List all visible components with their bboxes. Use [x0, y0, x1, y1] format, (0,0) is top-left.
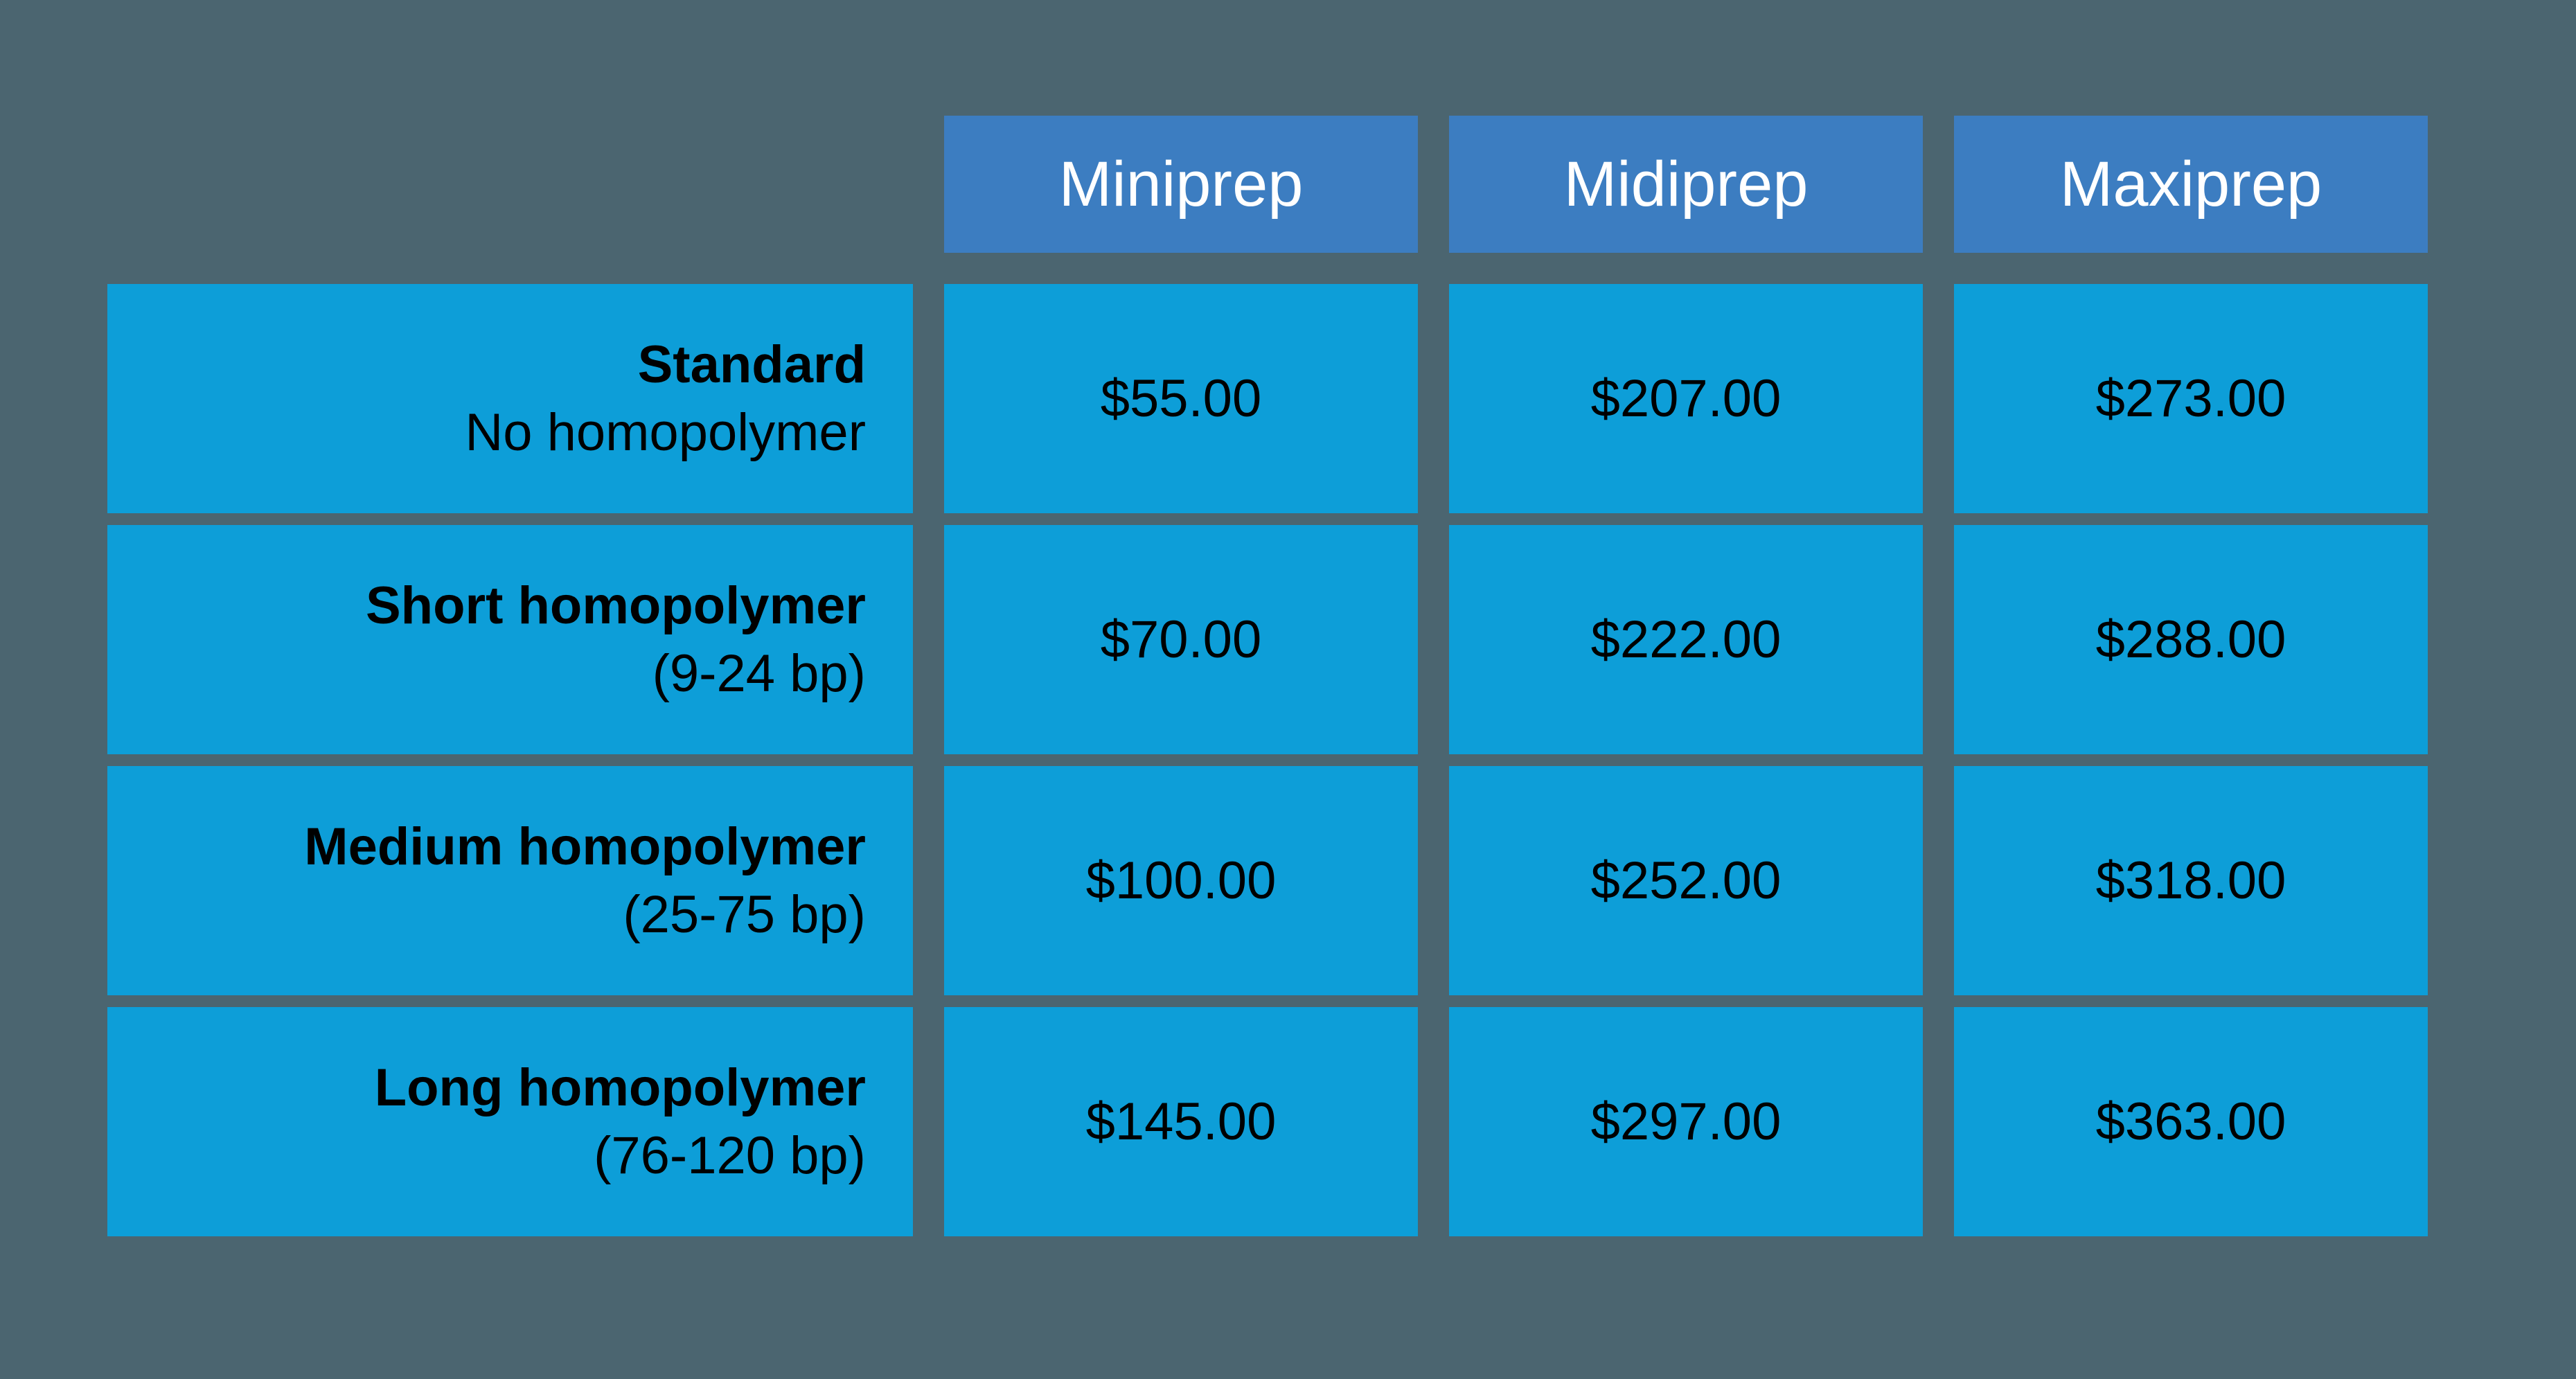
row-title: Medium homopolymer [304, 817, 866, 877]
pricing-table: Miniprep Midiprep Maxiprep Standard No h… [107, 116, 2428, 1248]
row-subtitle: No homopolymer [465, 402, 866, 462]
column-header-label: Midiprep [1563, 148, 1809, 220]
price-cell-medium-miniprep: $100.00 [944, 766, 1418, 995]
price-value: $318.00 [2095, 851, 2286, 910]
table-row-long-homopolymer: Long homopolymer (76-120 bp) $145.00 $29… [107, 1007, 2428, 1236]
table-row-short-homopolymer: Short homopolymer (9-24 bp) $70.00 $222.… [107, 525, 2428, 754]
price-value: $70.00 [1100, 610, 1262, 669]
price-cell-long-miniprep: $145.00 [944, 1007, 1418, 1236]
column-header-label: Maxiprep [2059, 148, 2322, 220]
row-subtitle: (9-24 bp) [652, 643, 866, 703]
table-row-standard: Standard No homopolymer $55.00 $207.00 $… [107, 284, 2428, 513]
price-value: $145.00 [1085, 1092, 1277, 1151]
price-cell-medium-maxiprep: $318.00 [1954, 766, 2428, 995]
row-title: Standard [637, 335, 866, 395]
price-cell-short-miniprep: $70.00 [944, 525, 1418, 754]
column-header-midiprep: Midiprep [1449, 116, 1923, 253]
price-value: $252.00 [1590, 851, 1782, 910]
row-subtitle: (76-120 bp) [594, 1126, 866, 1185]
price-cell-standard-midiprep: $207.00 [1449, 284, 1923, 513]
column-header-miniprep: Miniprep [944, 116, 1418, 253]
price-value: $363.00 [2095, 1092, 2286, 1151]
price-value: $222.00 [1590, 610, 1782, 669]
price-value: $273.00 [2095, 369, 2286, 428]
header-spacer [107, 116, 913, 253]
row-title: Short homopolymer [365, 576, 866, 636]
row-label-short-homopolymer: Short homopolymer (9-24 bp) [107, 525, 913, 754]
price-cell-long-maxiprep: $363.00 [1954, 1007, 2428, 1236]
price-cell-short-maxiprep: $288.00 [1954, 525, 2428, 754]
price-cell-standard-maxiprep: $273.00 [1954, 284, 2428, 513]
price-value: $207.00 [1590, 369, 1782, 428]
table-row-medium-homopolymer: Medium homopolymer (25-75 bp) $100.00 $2… [107, 766, 2428, 995]
price-cell-medium-midiprep: $252.00 [1449, 766, 1923, 995]
column-header-label: Miniprep [1058, 148, 1304, 220]
row-title: Long homopolymer [374, 1058, 866, 1118]
price-value: $100.00 [1085, 851, 1277, 910]
price-value: $288.00 [2095, 610, 2286, 669]
price-value: $297.00 [1590, 1092, 1782, 1151]
column-header-maxiprep: Maxiprep [1954, 116, 2428, 253]
price-value: $55.00 [1100, 369, 1262, 428]
row-label-standard: Standard No homopolymer [107, 284, 913, 513]
row-label-long-homopolymer: Long homopolymer (76-120 bp) [107, 1007, 913, 1236]
price-cell-long-midiprep: $297.00 [1449, 1007, 1923, 1236]
header-row: Miniprep Midiprep Maxiprep [107, 116, 2428, 253]
row-subtitle: (25-75 bp) [623, 884, 866, 944]
price-cell-standard-miniprep: $55.00 [944, 284, 1418, 513]
price-cell-short-midiprep: $222.00 [1449, 525, 1923, 754]
row-label-medium-homopolymer: Medium homopolymer (25-75 bp) [107, 766, 913, 995]
